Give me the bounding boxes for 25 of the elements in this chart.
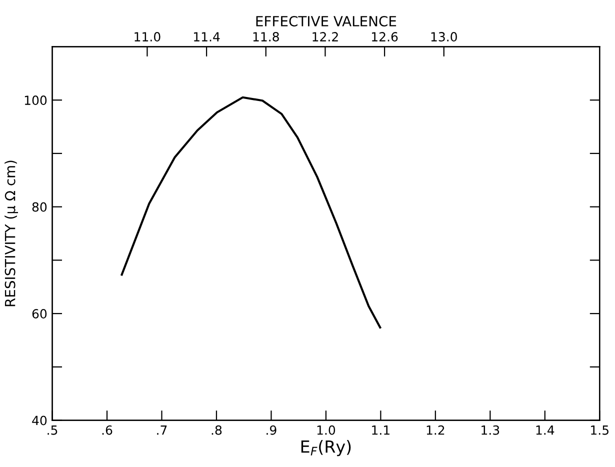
x-tick-label: .7 [157,426,167,435]
x2-tick-label: 11.0 [134,32,160,42]
x2-axis-title: EFFECTIVE VALENCE [256,16,396,26]
x2-tick-label: 12.6 [372,32,398,42]
x-tick-label: .5 [48,426,58,435]
x-tick-label: .8 [212,425,222,435]
y-tick-label: 60 [32,309,47,318]
x-tick-label: .9 [266,425,276,435]
y-tick-label: 40 [32,416,47,426]
x-tick-label: 1.2 [426,425,444,435]
x-axis-title: E$_{F}$(Ry) [301,440,351,456]
y-axis-title: RESISTIVITY (μ Ω cm) [4,160,18,306]
x2-tick-label: 11.4 [194,32,220,42]
line-series [120,96,382,328]
x2-tick-label: 12.2 [312,32,338,42]
x2-tick-label: 11.8 [253,32,279,42]
x-tick-label: 1.4 [536,426,554,435]
y-tick-label: 80 [32,202,47,212]
x-tick-label: 1.5 [591,426,608,435]
x-tick-label: .6 [102,425,112,435]
x-tick-label: 1.0 [317,425,336,435]
x-tick-label: 1.1 [372,426,390,435]
x-tick-label: 1.3 [482,425,500,435]
y-tick-label: 100 [24,96,47,105]
x2-tick-label: 13.0 [431,32,457,42]
